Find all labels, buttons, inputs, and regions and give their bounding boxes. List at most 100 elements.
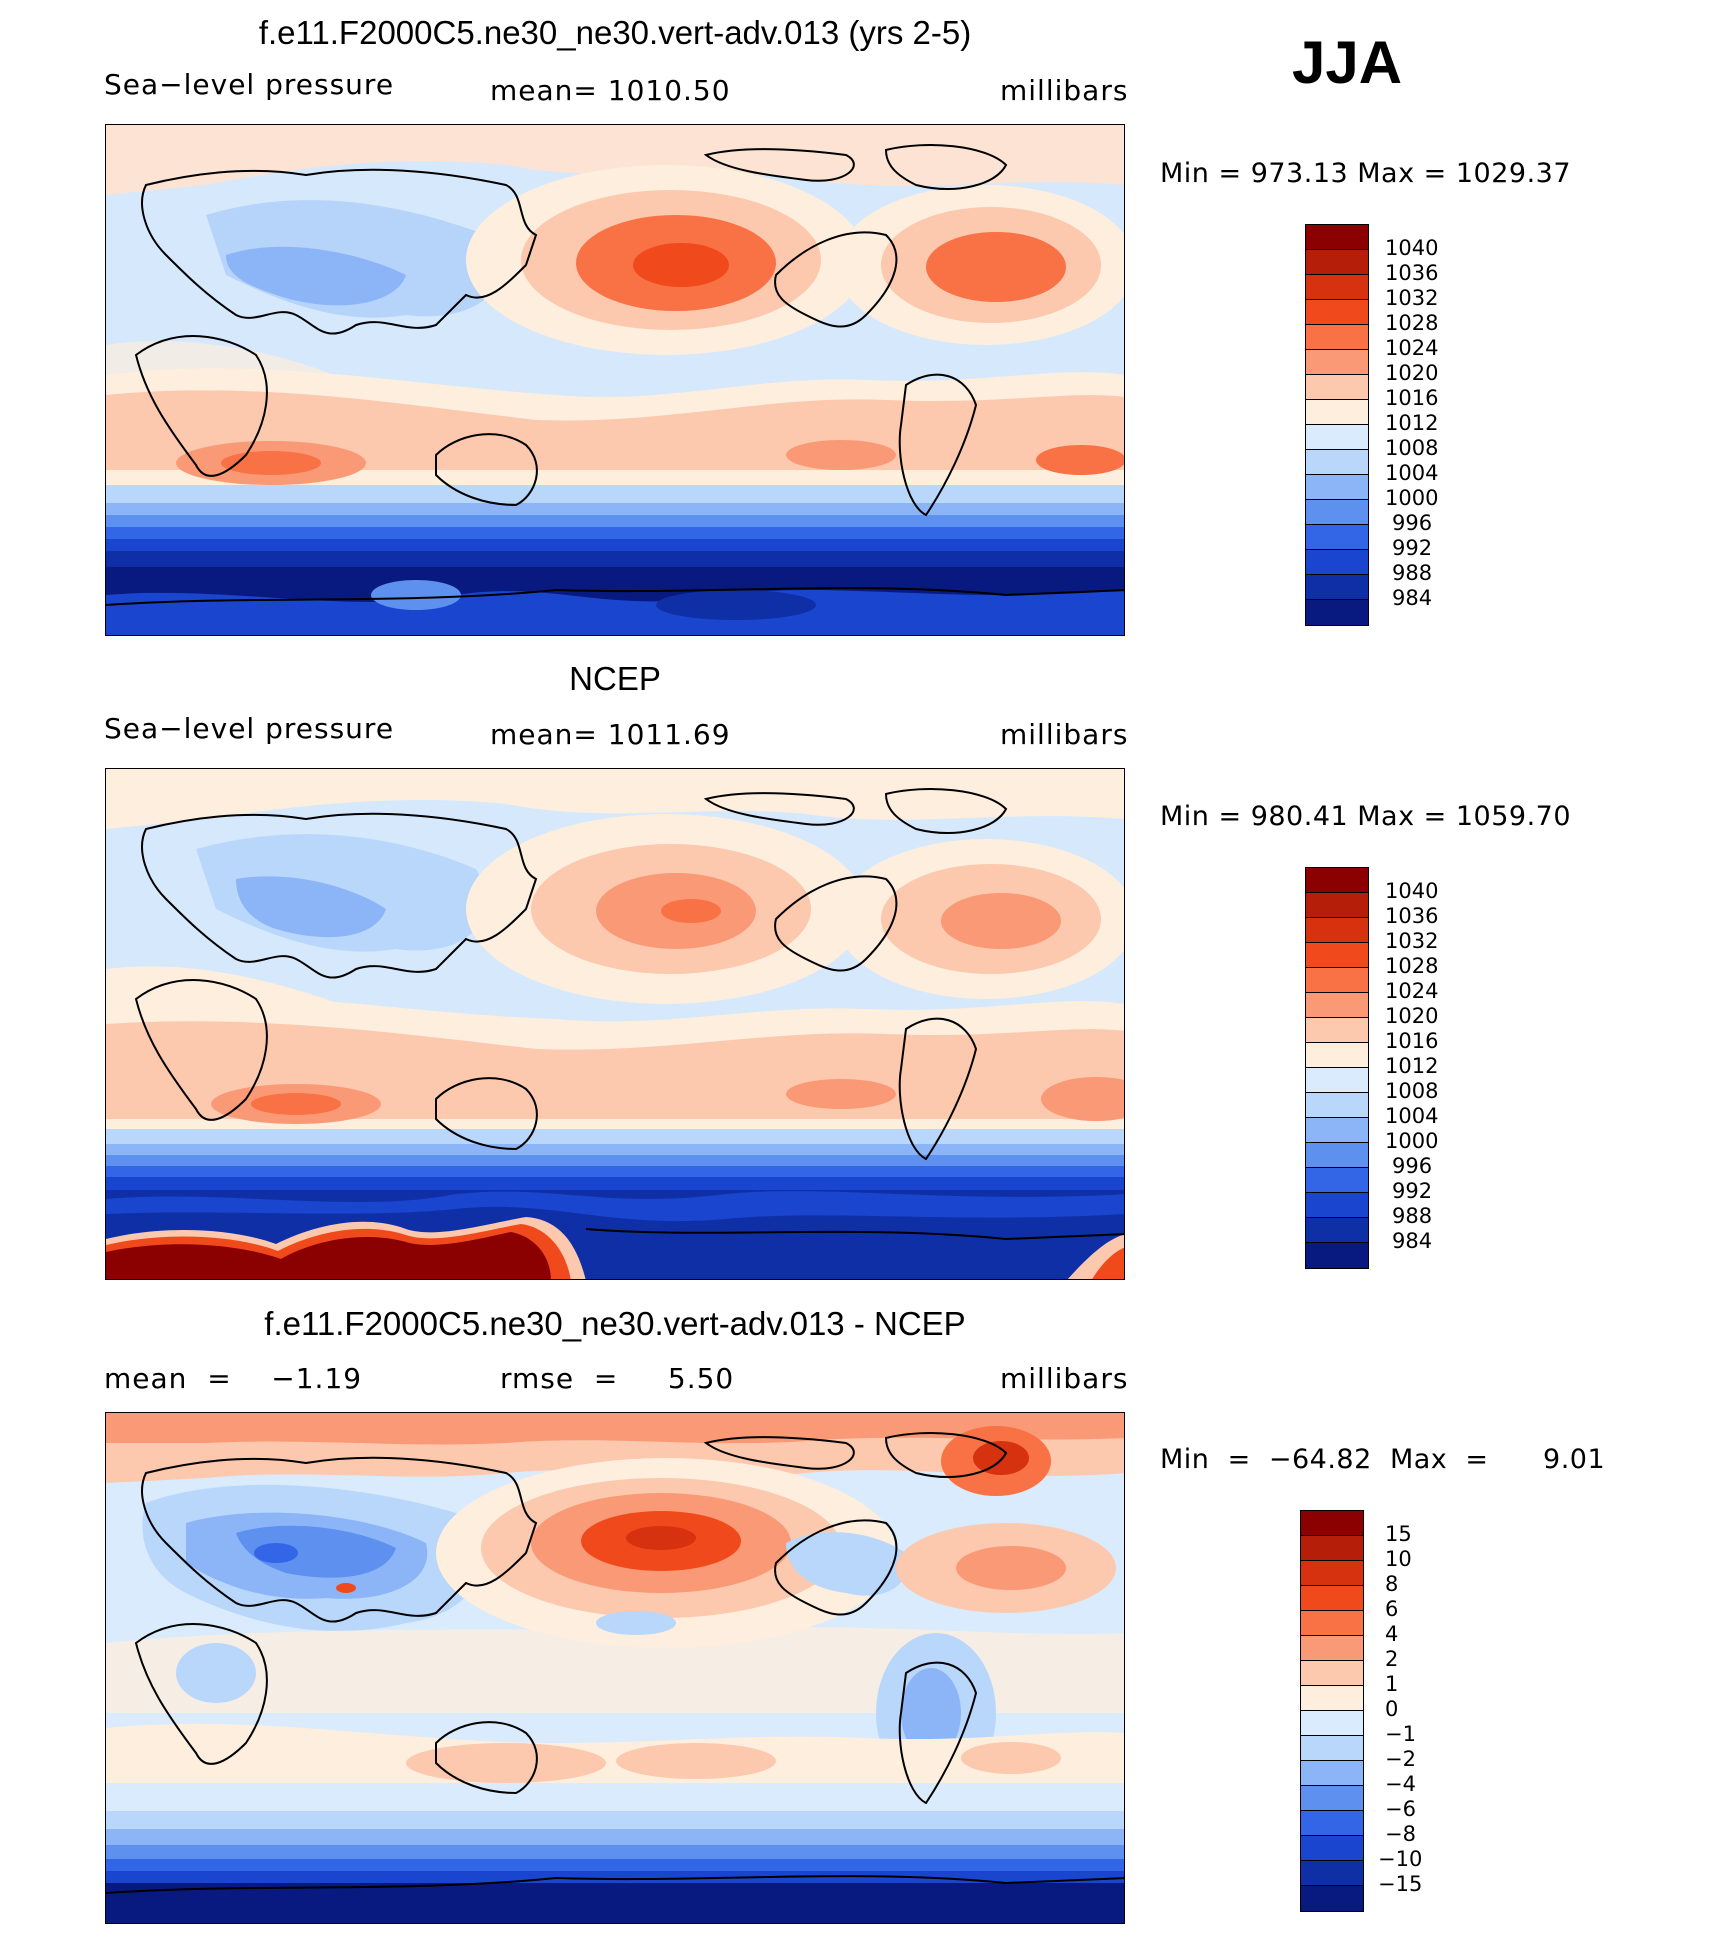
panel-1-mean-label: mean= 1010.50 xyxy=(490,74,731,107)
legend-label: 1012 xyxy=(1385,411,1439,435)
panel-1-contour-field xyxy=(106,125,1124,635)
panel-2-title: NCEP xyxy=(569,660,661,697)
legend-label: 1036 xyxy=(1385,261,1439,285)
panel-3-mean-label: mean = −1.19 xyxy=(104,1362,363,1395)
legend-label: 1020 xyxy=(1385,1004,1439,1028)
legend-swatch xyxy=(1306,600,1368,625)
legend-label: 1032 xyxy=(1385,286,1439,310)
legend-swatch xyxy=(1306,893,1368,918)
panel-3-rmse-label: rmse = 5.50 xyxy=(500,1362,735,1395)
legend-swatch xyxy=(1306,400,1368,425)
legend-label: 984 xyxy=(1392,1229,1433,1253)
legend-label: 4 xyxy=(1385,1622,1399,1646)
legend-label: 992 xyxy=(1392,1179,1433,1203)
legend-swatch xyxy=(1306,300,1368,325)
panel-3-map xyxy=(105,1412,1125,1924)
panel-3-units-label: millibars xyxy=(1000,1362,1129,1395)
legend-swatch xyxy=(1306,425,1368,450)
legend-swatch xyxy=(1301,1886,1363,1911)
legend-label: 1032 xyxy=(1385,929,1439,953)
panel-2-variable-label: Sea−level pressure xyxy=(104,712,395,745)
legend-label: −2 xyxy=(1385,1747,1416,1771)
legend-swatch xyxy=(1306,1068,1368,1093)
season-label: JJA xyxy=(1292,29,1403,96)
legend-swatch xyxy=(1306,375,1368,400)
legend-swatch xyxy=(1306,550,1368,575)
legend-label: −15 xyxy=(1378,1872,1423,1896)
legend-swatch xyxy=(1301,1836,1363,1861)
legend-swatch xyxy=(1301,1561,1363,1586)
panel-3-title: f.e11.F2000C5.ne30_ne30.vert-adv.013 - N… xyxy=(264,1305,966,1342)
legend-label: −1 xyxy=(1385,1722,1416,1746)
legend-label: 1004 xyxy=(1385,1104,1439,1128)
panel-3-legend-colorbar xyxy=(1300,1510,1364,1912)
legend-swatch xyxy=(1301,1861,1363,1886)
legend-swatch xyxy=(1306,525,1368,550)
legend-label: −8 xyxy=(1385,1822,1416,1846)
legend-label: 1012 xyxy=(1385,1054,1439,1078)
legend-swatch xyxy=(1306,1043,1368,1068)
legend-swatch xyxy=(1301,1511,1363,1536)
legend-label: 1024 xyxy=(1385,336,1439,360)
legend-swatch xyxy=(1306,350,1368,375)
legend-label: 988 xyxy=(1392,561,1433,585)
legend-swatch xyxy=(1301,1686,1363,1711)
legend-label: 996 xyxy=(1392,1154,1433,1178)
legend-label: 984 xyxy=(1392,586,1433,610)
legend-swatch xyxy=(1306,1193,1368,1218)
legend-label: −6 xyxy=(1385,1797,1416,1821)
legend-label: 1028 xyxy=(1385,311,1439,335)
legend-label: −10 xyxy=(1378,1847,1423,1871)
legend-swatch xyxy=(1306,225,1368,250)
legend-label: 10 xyxy=(1385,1547,1412,1571)
legend-label: 2 xyxy=(1385,1647,1399,1671)
legend-label: 1000 xyxy=(1385,1129,1439,1153)
legend-swatch xyxy=(1306,1018,1368,1043)
panel-2-legend-colorbar xyxy=(1305,867,1369,1269)
panel-2-mean-label: mean= 1011.69 xyxy=(490,718,731,751)
legend-swatch xyxy=(1306,275,1368,300)
legend-swatch xyxy=(1301,1661,1363,1686)
legend-label: 1028 xyxy=(1385,954,1439,978)
legend-swatch xyxy=(1301,1636,1363,1661)
panel-3-contour-field xyxy=(106,1413,1124,1923)
legend-label: 1020 xyxy=(1385,361,1439,385)
legend-swatch xyxy=(1306,993,1368,1018)
legend-swatch xyxy=(1306,868,1368,893)
legend-label: 1000 xyxy=(1385,486,1439,510)
panel-1-title: f.e11.F2000C5.ne30_ne30.vert-adv.013 (yr… xyxy=(258,14,972,51)
legend-label: 992 xyxy=(1392,536,1433,560)
legend-swatch xyxy=(1306,500,1368,525)
legend-label: 996 xyxy=(1392,511,1433,535)
legend-label: 1004 xyxy=(1385,461,1439,485)
legend-swatch xyxy=(1306,475,1368,500)
legend-label: 1040 xyxy=(1385,236,1439,260)
legend-label: 1016 xyxy=(1385,1029,1439,1053)
legend-label: 1 xyxy=(1385,1672,1399,1696)
panel-2-map xyxy=(105,768,1125,1280)
legend-swatch xyxy=(1306,325,1368,350)
legend-swatch xyxy=(1301,1611,1363,1636)
legend-label: 1008 xyxy=(1385,436,1439,460)
legend-swatch xyxy=(1306,1118,1368,1143)
legend-swatch xyxy=(1306,1218,1368,1243)
legend-label: −4 xyxy=(1385,1772,1416,1796)
legend-label: 1024 xyxy=(1385,979,1439,1003)
legend-label: 8 xyxy=(1385,1572,1399,1596)
panel-2-min-max: Min = 980.41 Max = 1059.70 xyxy=(1160,801,1572,832)
panel-1-map xyxy=(105,124,1125,636)
panel-1-units-label: millibars xyxy=(1000,74,1129,107)
panel-3-min-max: Min = −64.82 Max = 9.01 xyxy=(1160,1444,1606,1475)
legend-label: 988 xyxy=(1392,1204,1433,1228)
legend-swatch xyxy=(1306,450,1368,475)
panel-1-min-max: Min = 973.13 Max = 1029.37 xyxy=(1160,158,1572,189)
legend-swatch xyxy=(1301,1536,1363,1561)
legend-swatch xyxy=(1301,1761,1363,1786)
panel-1-variable-label: Sea−level pressure xyxy=(104,68,395,101)
panel-2-contour-field xyxy=(106,769,1124,1279)
legend-swatch xyxy=(1301,1586,1363,1611)
panel-2-units-label: millibars xyxy=(1000,718,1129,751)
legend-swatch xyxy=(1301,1736,1363,1761)
legend-swatch xyxy=(1306,1143,1368,1168)
legend-swatch xyxy=(1306,1243,1368,1268)
